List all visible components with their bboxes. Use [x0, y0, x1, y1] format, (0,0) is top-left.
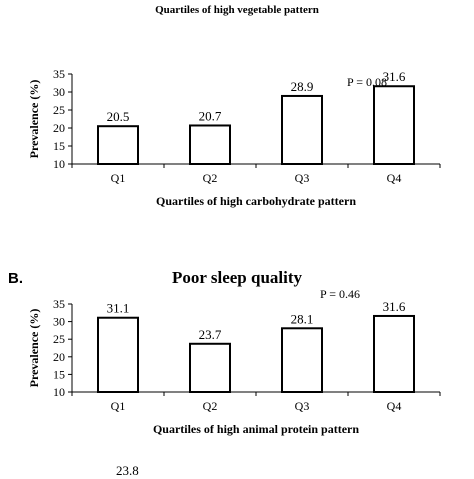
y-tick-label: 15 [53, 139, 65, 153]
data-label-q4: 31.6 [383, 69, 406, 84]
y-tick-label: 20 [53, 121, 65, 135]
bar-q3 [281, 94, 323, 165]
data-label-q2: 23.7 [199, 327, 222, 342]
data-label-q3: 28.1 [291, 311, 314, 326]
bar-q1 [97, 125, 139, 165]
bar-q1 [97, 316, 139, 394]
data-label-q2: 20.7 [199, 108, 222, 123]
bar-q2 [189, 342, 231, 393]
p-value-label: P = 0.08 [347, 75, 387, 89]
chart-b-title: Poor sleep quality [171, 268, 303, 287]
y-tick-label: 30 [53, 315, 65, 329]
y-axis-label: Prevalence (%) [27, 80, 41, 159]
top-caption: Quartiles of high vegetable pattern [155, 4, 319, 16]
x-tick-label-q1: Q1 [111, 399, 126, 413]
p-value-label: P = 0.46 [320, 288, 360, 301]
chart-a: 10 15 20 25 30 35 20.5 Q1 20.7 Q2 28.9 Q3 31.6 Q4 P = … [27, 67, 441, 208]
x-tick-label-q4: Q4 [387, 171, 402, 185]
bar-q3 [281, 327, 323, 393]
y-tick-label: 30 [53, 85, 65, 99]
y-tick-label: 10 [53, 385, 65, 399]
data-label-q1: 31.1 [107, 301, 130, 316]
x-tick-label-q3: Q3 [295, 399, 310, 413]
bar-q4 [373, 85, 415, 166]
x-axis-label: Quartiles of high animal protein pattern [153, 422, 359, 436]
x-tick-label-q2: Q2 [203, 399, 218, 413]
x-tick-label-q2: Q2 [203, 171, 218, 185]
y-tick-label: 35 [53, 67, 65, 81]
chart-b: 10 15 20 25 30 35 31.1 Q1 23.7 Q2 28.1 Q3 31.6 Q4 P = … [27, 288, 441, 436]
panel-letter-b: B. [8, 270, 23, 287]
y-tick-label: 15 [53, 367, 65, 381]
x-tick-label-q3: Q3 [295, 171, 310, 185]
partial-value-label: 23.8 [116, 463, 139, 478]
data-label-q3: 28.9 [291, 79, 314, 94]
y-tick-label: 25 [53, 103, 65, 117]
x-tick-label-q4: Q4 [387, 399, 402, 413]
bar-q2 [189, 124, 231, 166]
y-axis-label: Prevalence (%) [27, 309, 41, 388]
data-label-q1: 20.5 [107, 109, 130, 124]
data-label-q4: 31.6 [383, 299, 406, 314]
y-tick-label: 20 [53, 350, 65, 364]
bar-q4 [373, 314, 415, 393]
y-tick-label: 35 [53, 297, 65, 311]
x-tick-label-q1: Q1 [111, 171, 126, 185]
y-tick-label: 10 [53, 157, 65, 171]
y-tick-label: 25 [53, 332, 65, 346]
x-axis-label: Quartiles of high carbohydrate pattern [156, 194, 356, 208]
